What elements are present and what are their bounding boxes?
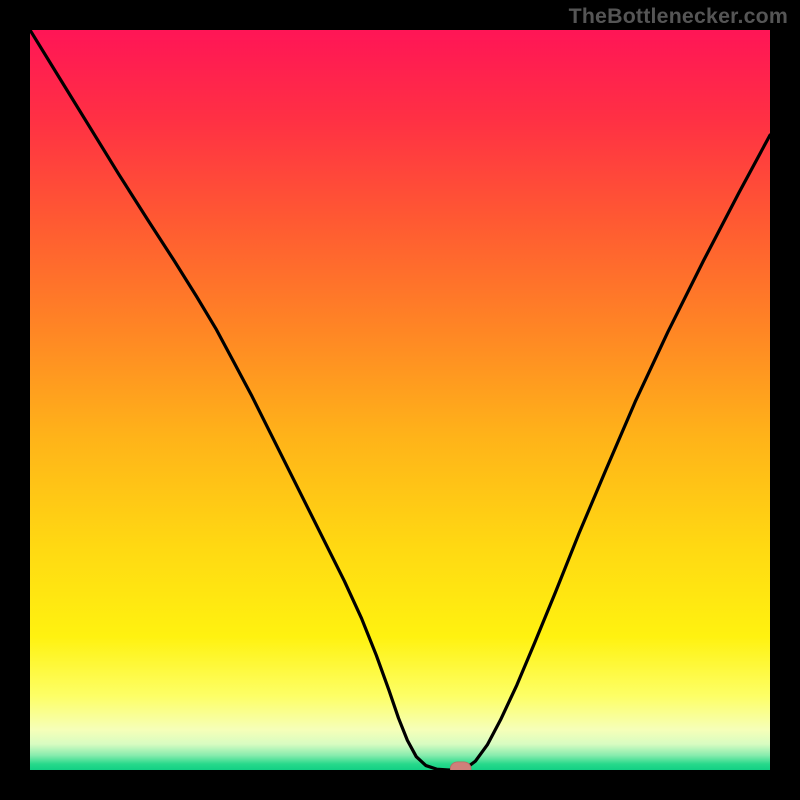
- bottleneck-curve: [30, 30, 770, 770]
- plot-area: [30, 30, 770, 770]
- bottleneck-curve-layer: [30, 30, 770, 770]
- source-watermark: TheBottlenecker.com: [569, 4, 788, 29]
- chart-frame: TheBottlenecker.com: [0, 0, 800, 800]
- marker-dip: [450, 762, 471, 770]
